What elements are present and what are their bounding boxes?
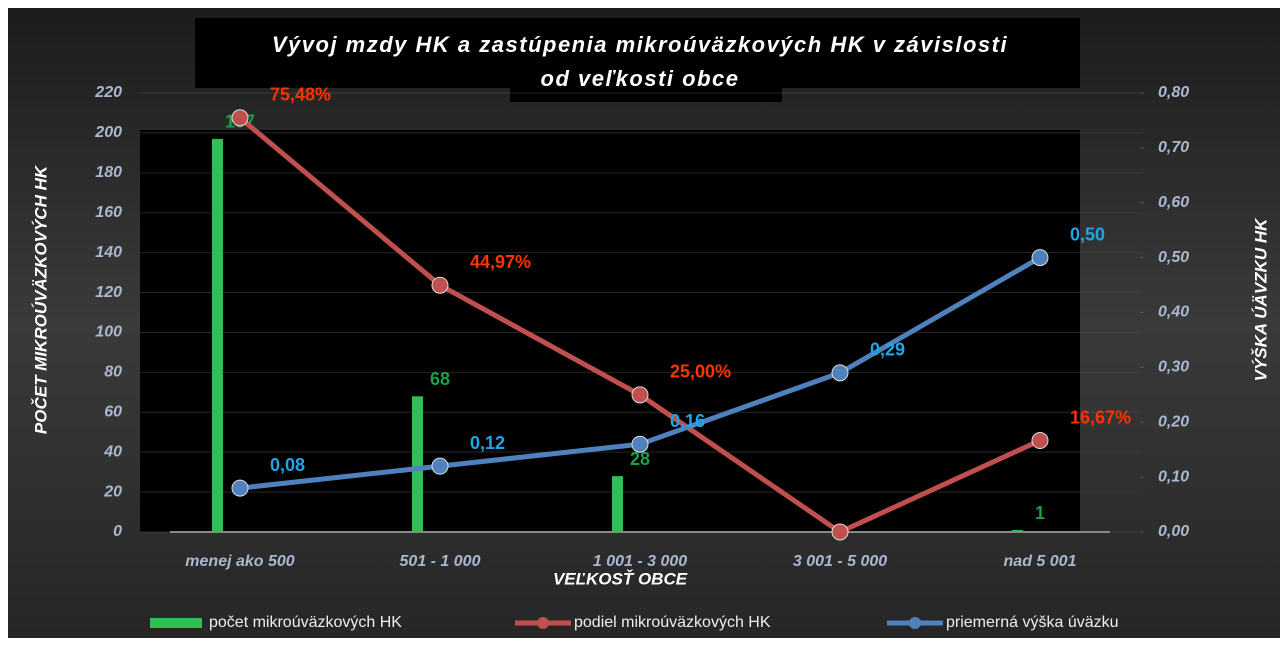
y2-tick-label: 0,10	[1158, 468, 1189, 485]
legend-swatch	[909, 617, 921, 629]
line-value-label: 25,00%	[670, 362, 731, 382]
y-tick-label: 0	[113, 523, 122, 540]
legend-label: priemerná výška úväzku	[946, 614, 1119, 631]
line-marker	[231, 109, 249, 127]
line-value-label: 16,67%	[1070, 407, 1131, 427]
y2-tick-label: 0,70	[1158, 139, 1189, 156]
y-tick-label: 200	[94, 124, 122, 141]
y-tick-label: 100	[95, 324, 122, 341]
chart-title: od veľkosti obce	[541, 66, 740, 91]
line-value-label: 44,97%	[470, 252, 531, 272]
bar-value-label: 28	[630, 449, 650, 469]
line-marker	[1031, 432, 1049, 450]
title-box	[510, 86, 782, 102]
y-tick-label: 140	[95, 244, 122, 261]
bar-value-label: 1	[1035, 503, 1045, 523]
y2-tick-label: 0,40	[1158, 304, 1189, 321]
y2-tick-label: 0,30	[1158, 359, 1189, 376]
y2-tick-label: 0,00	[1158, 523, 1189, 540]
line-value-label: 75,48%	[270, 85, 331, 105]
line-marker	[831, 364, 849, 382]
y-tick-label: 20	[103, 483, 122, 500]
y2-tick-label: 0,60	[1158, 194, 1189, 211]
line-value-label: 0,16	[670, 411, 705, 431]
x-tick-label: menej ako 500	[185, 553, 295, 570]
y-tick-label: 120	[95, 284, 122, 301]
y-tick-label: 60	[104, 403, 122, 420]
x-axis-label: VEĽKOSŤ OBCE	[553, 569, 688, 588]
line-marker	[1031, 249, 1049, 267]
x-tick-label: 501 - 1 000	[400, 553, 481, 570]
bar	[412, 396, 423, 532]
line-value-label: 0,29	[870, 340, 905, 360]
x-tick-label: 3 001 - 5 000	[793, 553, 887, 570]
bar	[612, 476, 623, 532]
y2-axis-label: VÝŠKA ÚÄVZKU HK	[1251, 217, 1270, 381]
title-box	[195, 18, 1080, 88]
legend-label: počet mikroúväzkových HK	[209, 614, 402, 631]
y2-tick-label: 0,20	[1158, 413, 1189, 430]
y-tick-label: 160	[95, 204, 122, 221]
plot-area	[140, 130, 1080, 532]
y-tick-label: 220	[94, 84, 122, 101]
legend-swatch	[150, 618, 202, 628]
y2-tick-label: 0,50	[1158, 249, 1189, 266]
line-marker	[231, 479, 249, 497]
line-marker	[631, 386, 649, 404]
chart-title: Vývoj mzdy HK a zastúpenia mikroúväzkový…	[272, 32, 1008, 57]
y-tick-label: 40	[103, 443, 122, 460]
y-tick-label: 180	[95, 164, 122, 181]
line-marker	[431, 457, 449, 475]
line-marker	[831, 523, 849, 541]
legend-label: podiel mikroúväzkových HK	[574, 614, 771, 631]
x-tick-label: nad 5 001	[1004, 553, 1077, 570]
line-value-label: 0,12	[470, 433, 505, 453]
line-value-label: 0,08	[270, 455, 305, 475]
y-tick-label: 80	[104, 364, 122, 381]
x-tick-label: 1 001 - 3 000	[593, 553, 687, 570]
line-marker	[431, 276, 449, 294]
legend-swatch	[537, 617, 549, 629]
y2-tick-label: 0,80	[1158, 84, 1189, 101]
bar	[1012, 530, 1023, 532]
bar	[212, 138, 223, 533]
y-axis-label: POČET MIKROÚVÄZKOVÝCH HK	[31, 164, 50, 434]
line-marker	[631, 435, 649, 453]
line-value-label: 0,50	[1070, 224, 1105, 244]
bar-value-label: 68	[430, 369, 450, 389]
